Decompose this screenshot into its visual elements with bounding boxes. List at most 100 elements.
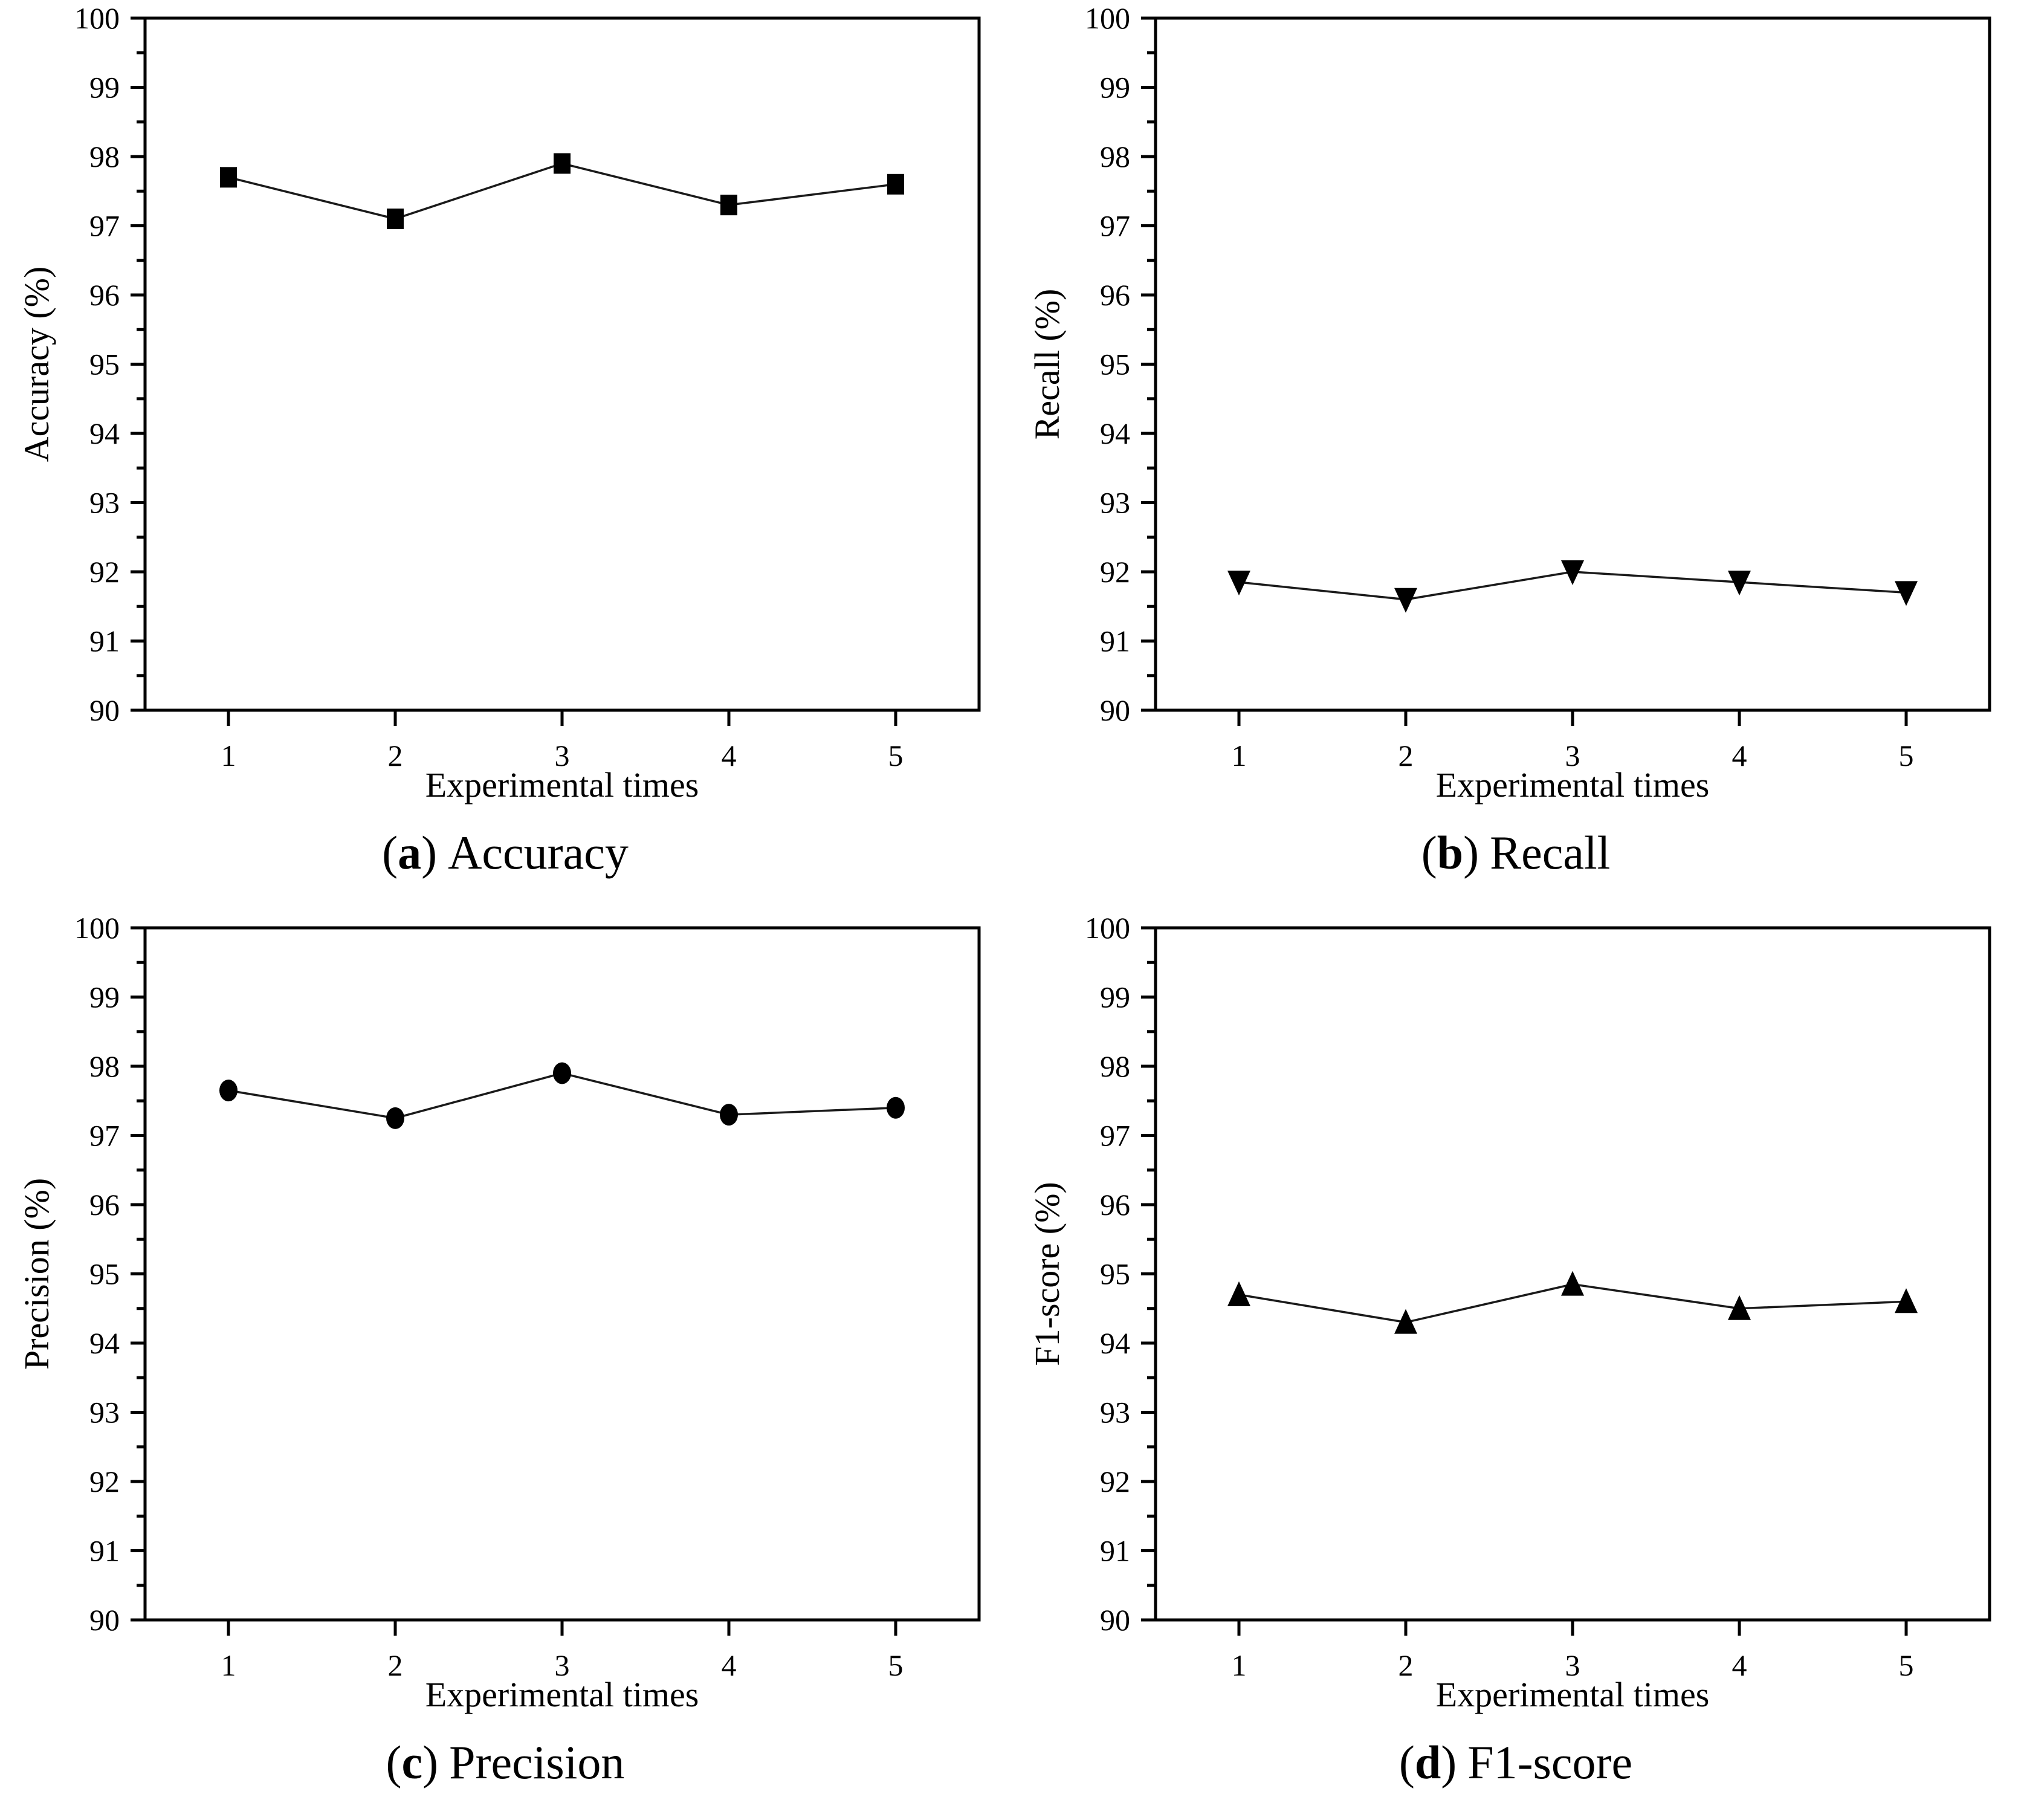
y-tick-label: 92 (89, 555, 120, 589)
x-axis-label: Experimental times (1436, 1675, 1710, 1714)
x-tick-label: 5 (1899, 1648, 1914, 1682)
y-tick-label: 92 (1100, 1465, 1130, 1498)
y-tick-label: 93 (1100, 486, 1130, 520)
y-tick-label: 90 (89, 1603, 120, 1637)
x-tick-label: 2 (1399, 1648, 1414, 1682)
x-tick-label: 1 (1232, 1648, 1247, 1682)
y-tick-label: 90 (1100, 1603, 1130, 1637)
data-point-marker (720, 1104, 738, 1126)
y-tick-label: 95 (89, 1257, 120, 1291)
caption-precision: (c) Precision (386, 1737, 625, 1789)
caption-f1-score: (d) F1-score (1399, 1737, 1632, 1789)
caption-close-paren: ) (422, 1736, 439, 1789)
x-tick-label: 4 (1732, 739, 1747, 772)
caption-open-paren: ( (1421, 826, 1437, 879)
y-tick-label: 94 (1100, 416, 1130, 450)
caption-open-paren: ( (1399, 1736, 1415, 1789)
data-point-marker (720, 195, 737, 216)
y-axis-label: Precision (%) (17, 1178, 56, 1370)
y-tick-label: 99 (89, 71, 120, 105)
y-tick-label: 92 (1100, 555, 1130, 589)
data-point-marker (1394, 588, 1417, 613)
y-tick-label: 100 (74, 1, 120, 35)
y-tick-label: 94 (89, 416, 120, 450)
y-tick-label: 95 (89, 348, 120, 381)
x-tick-label: 5 (1899, 739, 1914, 772)
data-point-marker (220, 167, 237, 188)
x-tick-label: 2 (388, 739, 403, 772)
y-tick-label: 93 (1100, 1396, 1130, 1430)
y-tick-label: 93 (89, 486, 120, 520)
data-point-marker (1728, 1295, 1751, 1320)
y-tick-label: 94 (1100, 1326, 1130, 1360)
y-tick-label: 100 (74, 911, 120, 945)
data-point-marker (1728, 571, 1751, 596)
y-tick-label: 100 (1085, 1, 1130, 35)
caption-letter: a (398, 826, 422, 879)
y-tick-label: 99 (1100, 71, 1130, 105)
caption-open-paren: ( (382, 826, 398, 879)
x-tick-label: 5 (888, 1648, 904, 1682)
panel-precision: 90 91 92 93 94 95 96 97 98 99 100 1 2 3 4 5 Precision (%… (0, 910, 1010, 1820)
y-tick-label: 99 (1100, 980, 1130, 1014)
data-point-marker (887, 173, 904, 195)
y-tick-label: 90 (1100, 693, 1130, 727)
data-point-marker (554, 153, 571, 174)
caption-close-paren: ) (421, 826, 438, 879)
y-tick-label: 96 (89, 1188, 120, 1222)
panel-accuracy: 90 91 92 93 94 95 96 97 98 99 100 1 2 3 4 5 Accuracy (%)… (0, 0, 1010, 910)
y-tick-label: 99 (89, 980, 120, 1014)
data-point-marker (386, 1107, 404, 1129)
data-point-marker (553, 1062, 571, 1084)
panel-f1-score: 90 91 92 93 94 95 96 97 98 99 100 1 2 3 4 5 F1-score (%)… (1010, 910, 2021, 1820)
caption-text: Precision (449, 1736, 625, 1789)
data-point-marker (1227, 1281, 1250, 1306)
x-tick-label: 4 (722, 739, 737, 772)
y-axis-label: F1-score (%) (1027, 1182, 1067, 1365)
y-tick-label: 98 (89, 140, 120, 173)
y-tick-label: 90 (89, 693, 120, 727)
y-tick-label: 91 (89, 1534, 120, 1568)
data-point-marker (1561, 1271, 1584, 1296)
x-axis-label: Experimental times (425, 765, 699, 805)
caption-close-paren: ) (1463, 826, 1479, 879)
data-point-marker (1227, 571, 1250, 596)
caption-letter: c (401, 1736, 423, 1789)
y-tick-label: 98 (1100, 140, 1130, 173)
plot-box (1154, 16, 1991, 712)
data-point-marker (1394, 1309, 1417, 1334)
x-axis-label: Experimental times (425, 1675, 699, 1714)
y-tick-label: 94 (89, 1326, 120, 1360)
x-tick-label: 3 (1565, 739, 1580, 772)
x-tick-label: 3 (555, 1648, 570, 1682)
y-tick-label: 97 (1100, 1119, 1130, 1153)
panel-recall: 90 91 92 93 94 95 96 97 98 99 100 1 2 3 4 5 Recall (%) Ex… (1010, 0, 2021, 910)
y-tick-label: 91 (1100, 1534, 1130, 1568)
y-tick-label: 96 (1100, 1188, 1130, 1222)
f1-score-chart: 90 91 92 93 94 95 96 97 98 99 100 1 2 3 4 5 F1-score (%)… (1027, 911, 1991, 1714)
caption-letter: b (1437, 826, 1464, 879)
y-tick-label: 100 (1085, 911, 1130, 945)
recall-chart: 90 91 92 93 94 95 96 97 98 99 100 1 2 3 4 5 Recall (%) Ex… (1027, 1, 1991, 805)
x-axis-label: Experimental times (1436, 765, 1710, 805)
x-tick-label: 4 (1732, 1648, 1747, 1682)
y-axis-label: Accuracy (%) (17, 267, 56, 462)
plot-box (143, 926, 981, 1622)
y-tick-label: 91 (1100, 624, 1130, 658)
caption-text: F1-score (1467, 1736, 1633, 1789)
data-point-marker (1895, 1288, 1918, 1313)
caption-close-paren: ) (1441, 1736, 1457, 1789)
y-tick-label: 97 (1100, 209, 1130, 243)
caption-accuracy: (a) Accuracy (382, 827, 629, 879)
x-tick-label: 1 (1232, 739, 1247, 772)
x-tick-label: 2 (388, 1648, 403, 1682)
accuracy-chart: 90 91 92 93 94 95 96 97 98 99 100 1 2 3 4 5 Accuracy (%)… (17, 1, 981, 805)
x-tick-label: 4 (722, 1648, 737, 1682)
caption-letter: d (1414, 1736, 1441, 1789)
x-tick-label: 1 (221, 1648, 236, 1682)
y-tick-label: 95 (1100, 348, 1130, 381)
caption-open-paren: ( (386, 1736, 402, 1789)
x-tick-label: 1 (221, 739, 236, 772)
y-tick-label: 92 (89, 1465, 120, 1498)
